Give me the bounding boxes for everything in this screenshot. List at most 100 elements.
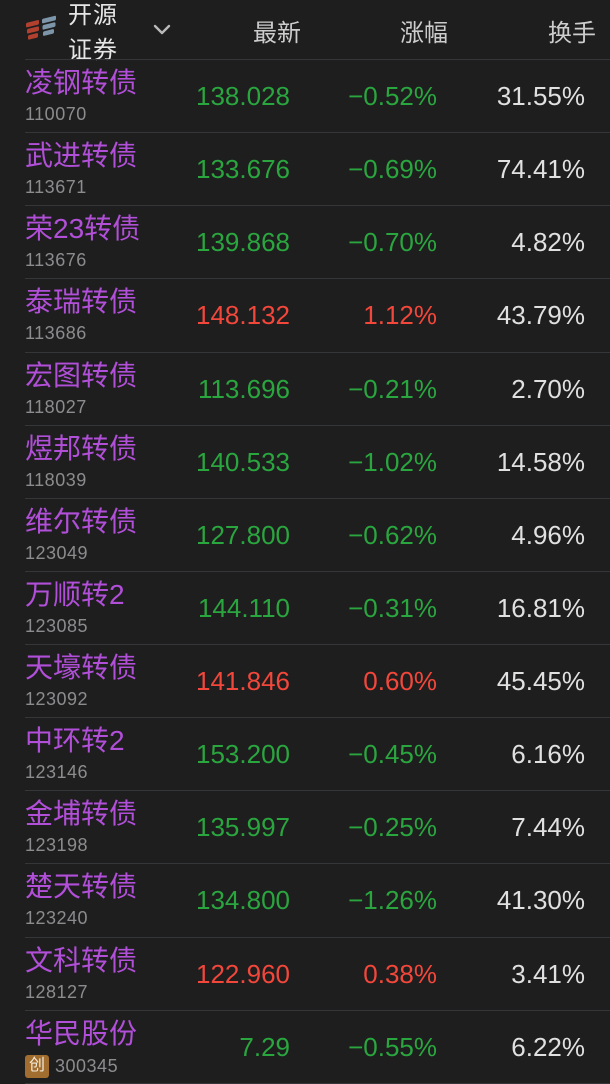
security-name: 维尔转债 (25, 506, 138, 537)
change-percent: −0.21% (348, 373, 437, 404)
turnover-rate: 14.58% (496, 446, 585, 477)
security-cell: 凌钢转债 110070 (25, 60, 160, 133)
change-percent: 0.60% (363, 666, 437, 697)
turnover-rate: 7.44% (511, 812, 585, 843)
turnover-rate: 16.81% (496, 592, 585, 623)
column-headers: 最新 涨幅 换手 (171, 13, 596, 48)
latest-price: 133.676 (196, 154, 290, 185)
change-percent: −0.55% (348, 1031, 437, 1062)
security-name: 煜邦转债 (25, 433, 138, 464)
column-header-latest[interactable]: 最新 (253, 19, 301, 47)
turnover-rate: 74.41% (496, 154, 585, 185)
turnover-rate: 45.45% (496, 666, 585, 697)
security-code-line: 创 300345 (25, 1054, 160, 1078)
latest-price: 148.132 (196, 300, 290, 331)
table-row[interactable]: 中环转2 123146 153.200 −0.45% 6.16% (0, 718, 610, 792)
table-row[interactable]: 文科转债 128127 122.960 0.38% 3.41% (0, 938, 610, 1011)
change-percent: −0.70% (348, 227, 437, 258)
security-cell: 天壕转债 123092 (25, 645, 160, 718)
table-row[interactable]: 煜邦转债 118039 140.533 −1.02% 14.58% (0, 426, 610, 499)
turnover-rate: 6.22% (511, 1031, 585, 1062)
turnover-rate: 3.41% (511, 958, 585, 989)
table-row[interactable]: 华民股份 创 300345 7.29 −0.55% 6.22% (0, 1011, 610, 1084)
latest-price: 122.960 (196, 958, 290, 989)
security-name: 武进转债 (25, 141, 138, 172)
change-percent: −1.02% (348, 446, 437, 477)
table-row[interactable]: 天壕转债 123092 141.846 0.60% 45.45% (0, 645, 610, 719)
security-cell: 宏图转债 118027 (25, 353, 160, 426)
turnover-rate: 41.30% (496, 885, 585, 916)
security-code-line: 118027 (25, 397, 160, 417)
security-code: 123240 (25, 908, 89, 929)
security-name: 金埔转债 (25, 799, 138, 830)
security-cell: 文科转债 128127 (25, 938, 160, 1011)
table-row[interactable]: 维尔转债 123049 127.800 −0.62% 4.96% (0, 499, 610, 573)
security-cell: 华民股份 创 300345 (25, 1011, 160, 1084)
turnover-rate: 6.16% (511, 739, 585, 770)
security-code: 300345 (55, 1056, 119, 1077)
security-code: 113671 (25, 177, 87, 198)
latest-price: 153.200 (196, 739, 290, 770)
latest-price: 144.110 (197, 592, 290, 623)
security-name: 楚天转债 (25, 872, 138, 903)
table-row[interactable]: 宏图转债 118027 113.696 −0.21% 2.70% (0, 353, 610, 426)
column-header-change[interactable]: 涨幅 (400, 19, 448, 47)
security-cell: 煜邦转债 118039 (25, 426, 160, 499)
security-code-line: 110070 (25, 104, 160, 124)
security-code: 113686 (25, 323, 87, 344)
security-code: 123146 (25, 762, 89, 783)
security-code-line: 113671 (25, 177, 160, 197)
security-code-line: 113676 (25, 250, 160, 270)
security-name: 万顺转2 (25, 579, 125, 610)
security-code: 123085 (25, 615, 89, 636)
security-code-line: 123198 (25, 835, 160, 855)
security-cell: 楚天转债 123240 (25, 864, 160, 937)
security-code: 128127 (25, 981, 89, 1002)
turnover-rate: 43.79% (496, 300, 585, 331)
kaiyuan-securities-logo-icon (25, 12, 59, 48)
change-percent: 1.12% (363, 300, 437, 331)
brand-name: 开源证券 (68, 2, 118, 64)
security-cell: 荣23转债 113676 (25, 206, 160, 279)
table-row[interactable]: 泰瑞转债 113686 148.132 1.12% 43.79% (0, 279, 610, 353)
change-percent: −0.31% (348, 592, 437, 623)
security-code-line: 123146 (25, 762, 160, 782)
security-code-line: 128127 (25, 982, 160, 1002)
brand-selector[interactable]: 开源证券 (25, 0, 171, 65)
security-code-line: 123049 (25, 543, 160, 563)
latest-price: 138.028 (196, 81, 290, 112)
security-name: 天壕转债 (25, 653, 138, 683)
latest-price: 140.533 (196, 446, 290, 477)
security-code-line: 123092 (25, 689, 160, 709)
latest-price: 139.868 (196, 227, 290, 258)
change-percent: −0.52% (348, 81, 437, 112)
security-cell: 武进转债 113671 (25, 133, 160, 206)
column-header-turnover[interactable]: 换手 (548, 19, 596, 47)
security-code-line: 123240 (25, 908, 160, 928)
security-name: 中环转2 (25, 726, 125, 757)
latest-price: 141.846 (196, 666, 290, 697)
turnover-rate: 4.96% (511, 519, 585, 550)
table-row[interactable]: 凌钢转债 110070 138.028 −0.52% 31.55% (0, 60, 610, 134)
table-row[interactable]: 万顺转2 123085 144.110 −0.31% 16.81% (0, 572, 610, 646)
security-code: 118027 (25, 396, 87, 417)
table-row[interactable]: 荣23转债 113676 139.868 −0.70% 4.82% (0, 206, 610, 280)
table-row[interactable]: 武进转债 113671 133.676 −0.69% 74.41% (0, 133, 610, 207)
security-name: 宏图转债 (25, 360, 138, 391)
security-code-line: 118039 (25, 470, 160, 490)
table-row[interactable]: 楚天转债 123240 134.800 −1.26% 41.30% (0, 864, 610, 938)
security-name: 荣23转债 (25, 214, 141, 245)
turnover-rate: 4.82% (511, 227, 585, 258)
table-row[interactable]: 金埔转债 123198 135.997 −0.25% 7.44% (0, 791, 610, 865)
change-percent: −0.62% (348, 519, 437, 550)
security-cell: 维尔转债 123049 (25, 499, 160, 572)
security-cell: 万顺转2 123085 (25, 572, 160, 645)
security-cell: 中环转2 123146 (25, 718, 160, 791)
app-header: 开源证券 最新 涨幅 换手 (0, 0, 610, 64)
change-percent: −0.25% (348, 812, 437, 843)
securities-list: 凌钢转债 110070 138.028 −0.52% 31.55% 武进转债 1… (0, 60, 610, 1084)
security-cell: 金埔转债 123198 (25, 791, 160, 864)
security-code-line: 123085 (25, 616, 160, 636)
security-code: 123092 (25, 689, 89, 709)
